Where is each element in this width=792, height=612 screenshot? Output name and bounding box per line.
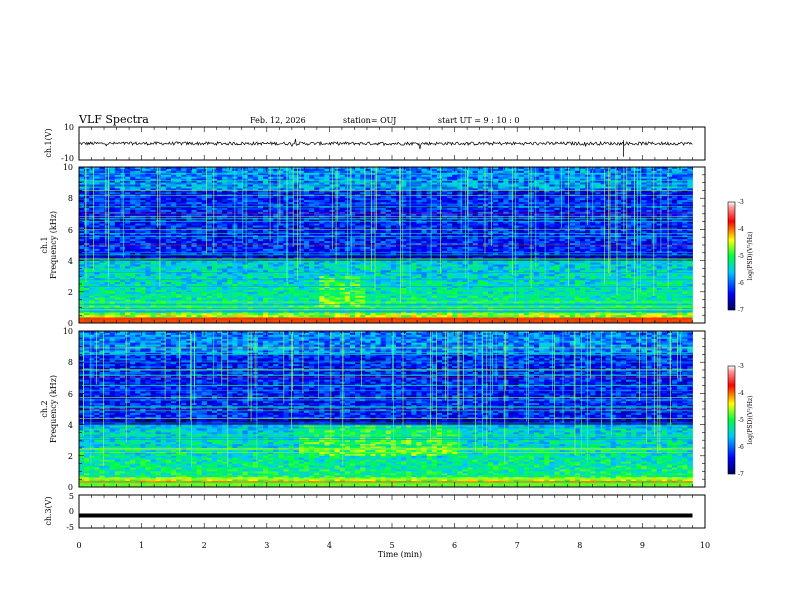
ch1-waveform-panel: 10 -10 ch.1(V) (44, 123, 705, 163)
ch1-spectrogram-panel: 0 2 4 6 8 10 ch.1 Frequency (kHz) -3 -4 … (40, 163, 754, 328)
ch1-waveform-ylabel: ch.1(V) (44, 128, 53, 157)
header-start-time: start UT = 9 : 10 : 0 (438, 116, 519, 125)
header-station: station= OUJ (343, 116, 396, 125)
figure-title: VLF Spectra (78, 113, 149, 126)
ch1-spectrogram-heatmap (79, 167, 693, 323)
ch1-ytick-top: 10 (64, 123, 74, 132)
header-date: Feb. 12, 2026 (250, 116, 306, 125)
ch1-ytick-bottom: -10 (61, 154, 74, 163)
